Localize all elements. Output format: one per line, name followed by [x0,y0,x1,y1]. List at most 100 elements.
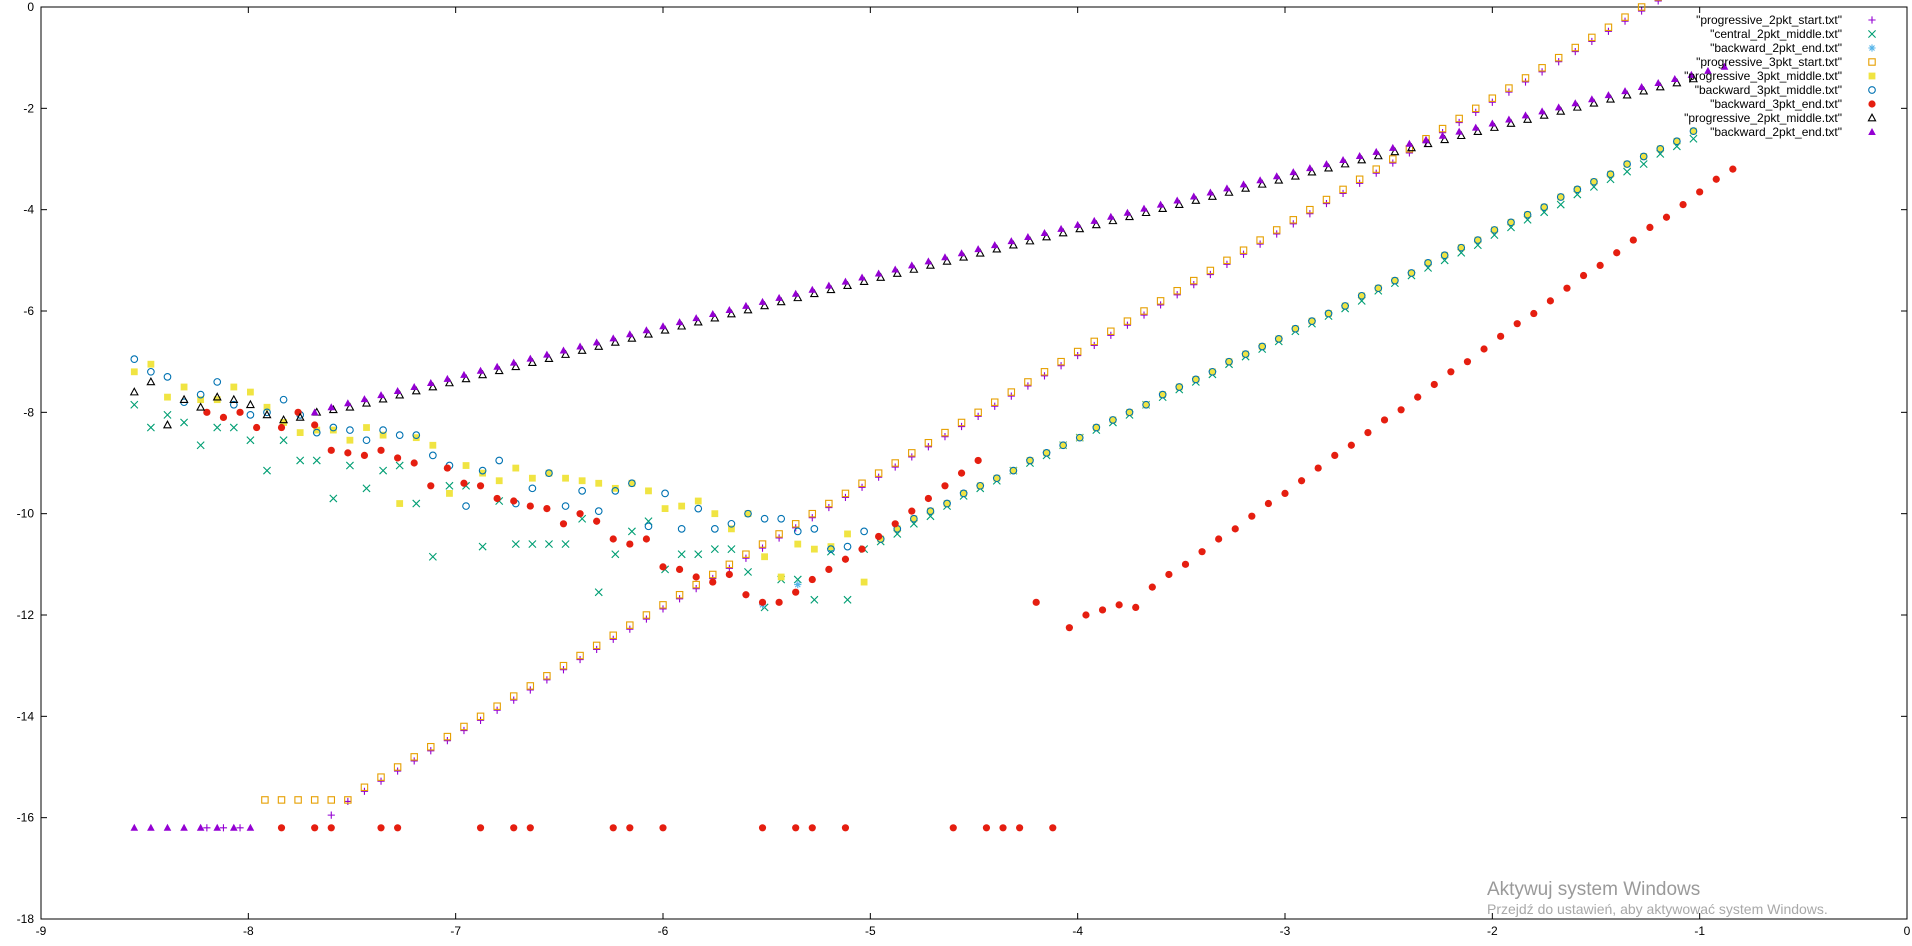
data-point [246,436,255,445]
data-point [1209,368,1216,376]
data-point [592,641,601,650]
data-point [659,322,667,330]
data-point [1546,297,1554,305]
data-point [1673,137,1681,146]
data-point [876,272,886,281]
data-point [1049,824,1057,832]
data-point [990,241,999,249]
data-point [562,474,569,482]
data-point [1355,151,1364,159]
data-point [1142,400,1150,409]
data-point [1637,3,1646,11]
data-point [1239,246,1248,254]
data-point [908,507,916,515]
data-point [1588,33,1596,42]
data-point [609,334,618,342]
data-point [1024,233,1032,241]
data-point [644,522,653,531]
data-point [792,588,800,596]
data-point [1074,351,1082,360]
data-point [577,345,587,354]
data-point [1059,441,1067,449]
data-point [1281,489,1289,497]
data-point [959,252,969,261]
data-point [1058,228,1068,237]
data-point [1124,211,1135,221]
y-tick-label: -2 [23,101,34,115]
data-point [1308,317,1316,325]
data-point [1637,83,1646,91]
data-point [510,824,518,832]
data-point [709,570,717,579]
data-point [1540,203,1548,211]
data-point [627,527,636,536]
data-point [393,763,402,771]
data-point [1488,119,1497,127]
data-point [993,474,1001,482]
data-point [1190,281,1198,289]
data-point [543,676,551,684]
data-point [147,360,155,368]
data-point [1704,66,1712,74]
data-point [1215,535,1223,543]
data-point [147,823,155,831]
data-point [891,520,899,528]
data-point [526,824,534,832]
data-point [893,525,901,533]
data-point [693,317,703,326]
legend-label: "backward_3pkt_end.txt" [1710,97,1842,111]
data-point [859,276,869,285]
data-point [875,473,883,481]
data-point [1662,213,1671,221]
data-point [1471,123,1480,131]
data-point [1646,223,1654,231]
data-point [163,373,172,381]
data-point [377,391,385,399]
data-point [1241,183,1251,192]
data-point [1673,137,1681,145]
data-point [493,362,501,370]
data-point [642,615,651,623]
data-point [1206,266,1215,275]
series-4 [130,127,1697,586]
data-point [943,500,951,507]
data-point [1364,429,1372,437]
data-point [627,333,637,342]
data-point [1123,208,1132,216]
data-point [544,353,554,362]
data-point [1389,155,1397,163]
data-point [1414,393,1422,401]
data-point [476,366,485,374]
data-point [1374,284,1383,293]
data-point [844,530,851,538]
data-point [810,525,819,533]
data-point [412,431,421,439]
data-point [677,550,686,559]
data-point [493,494,501,503]
data-point [843,542,852,551]
data-point [1638,7,1646,15]
data-point [744,567,752,576]
data-point [1397,406,1405,414]
data-point [1424,259,1432,267]
data-point [1455,118,1463,127]
data-point [760,514,769,523]
data-point [1507,218,1515,227]
data-point [528,540,537,549]
data-points [129,0,1737,832]
data-point [791,289,800,297]
data-point [825,281,833,289]
data-point [1239,250,1248,258]
data-point [1208,367,1217,376]
data-point [1521,111,1530,119]
data-point [429,441,437,449]
data-point [858,483,866,491]
legend-label: "progressive_3pkt_start.txt" [1696,55,1842,69]
y-tick-label: -14 [17,709,35,723]
data-point [694,550,703,559]
data-point [219,413,228,421]
data-point [395,461,404,470]
data-point [410,753,418,761]
data-point [1256,236,1264,244]
data-point [1405,139,1414,147]
